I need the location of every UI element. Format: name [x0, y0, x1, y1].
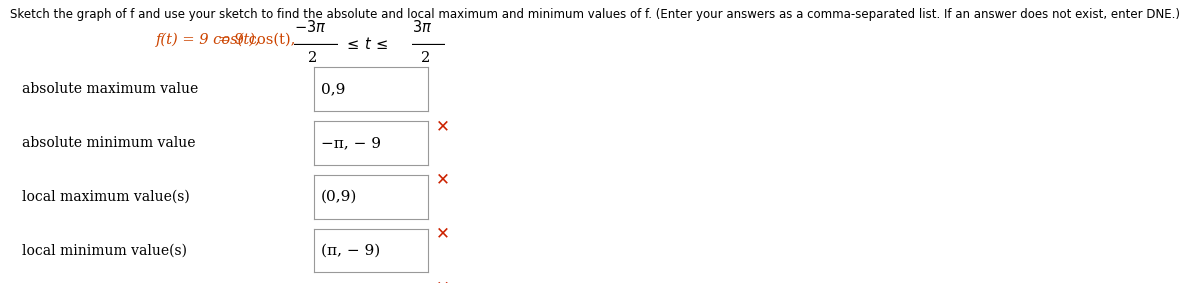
Text: 2: 2: [308, 51, 318, 65]
Text: $-3\pi$: $-3\pi$: [294, 19, 326, 35]
Text: ✕: ✕: [436, 170, 450, 188]
Text: local maximum value(s): local maximum value(s): [22, 190, 190, 204]
Text: 0,9: 0,9: [322, 82, 346, 96]
Text: Sketch the graph of f and use your sketch to find the absolute and local maximum: Sketch the graph of f and use your sketc…: [10, 8, 1180, 22]
Text: ✕: ✕: [436, 224, 450, 242]
Text: local minimum value(s): local minimum value(s): [22, 243, 187, 258]
Text: (0,9): (0,9): [322, 190, 358, 204]
Text: −π, − 9: −π, − 9: [322, 136, 382, 150]
Text: (π, − 9): (π, − 9): [322, 243, 380, 258]
Text: absolute minimum value: absolute minimum value: [22, 136, 196, 150]
Text: ✕: ✕: [436, 117, 450, 135]
Text: = 9 cos(t),: = 9 cos(t),: [218, 33, 295, 47]
Text: $\leq\, t\, \leq$: $\leq\, t\, \leq$: [344, 36, 389, 52]
Text: absolute maximum value: absolute maximum value: [22, 82, 198, 96]
Text: $3\pi$: $3\pi$: [412, 19, 432, 35]
Text: ✕: ✕: [436, 278, 450, 283]
Text: 2: 2: [421, 51, 431, 65]
Text: f(t) = 9 cos(t),: f(t) = 9 cos(t),: [156, 33, 260, 47]
